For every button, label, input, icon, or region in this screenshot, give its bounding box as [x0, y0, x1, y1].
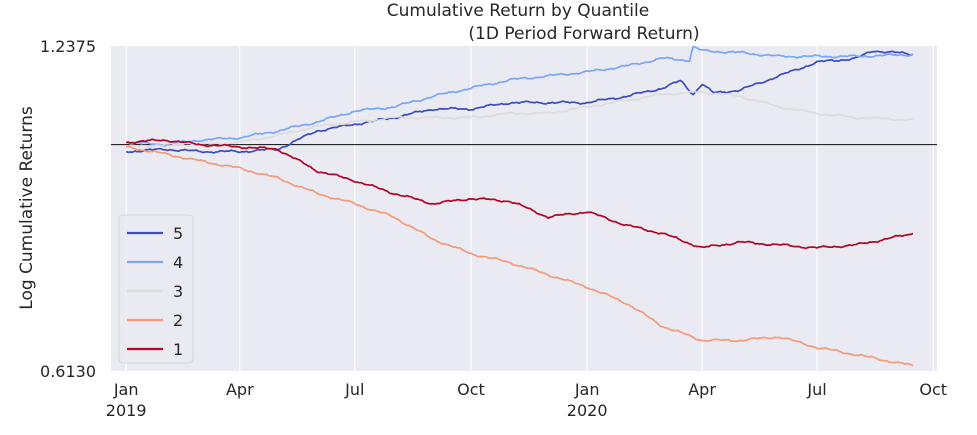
- legend-label-5: 5: [173, 224, 183, 243]
- gridlines: [125, 46, 934, 371]
- series-layer: [125, 45, 914, 367]
- series-line-1: [126, 138, 914, 250]
- legend-label-1: 1: [173, 340, 183, 359]
- x-tick-year-label: 2019: [106, 401, 147, 420]
- series-line-2: [126, 145, 914, 367]
- plot-area: [111, 46, 937, 371]
- y-axis-label: Log Cumulative Returns: [17, 106, 37, 310]
- y-tick-label: 1.2375: [40, 37, 96, 56]
- legend-box: [118, 214, 194, 364]
- x-tick-label: Jan: [113, 380, 139, 399]
- chart-subtitle: (1D Period Forward Return): [468, 24, 699, 44]
- x-tick-label: Jul: [344, 380, 364, 399]
- tick-labels: Jan 2019 Apr Jul Oct Jan 2020 Apr Jul Oct 1.2375 0.…: [40, 37, 947, 420]
- x-tick-label: Oct: [457, 380, 485, 399]
- x-tick-label: Oct: [919, 380, 947, 399]
- x-tick-year-label: 2020: [567, 401, 608, 420]
- legend-label-2: 2: [173, 311, 183, 330]
- y-tick-label: 0.6130: [40, 362, 96, 381]
- chart-title: Cumulative Return by Quantile: [387, 1, 649, 21]
- legend-label-3: 3: [173, 282, 183, 301]
- legend: 5 4 3 2 1: [118, 214, 194, 364]
- x-tick-label: Jul: [806, 380, 826, 399]
- series-line-5: [125, 50, 914, 154]
- x-tick-label: Jan: [574, 380, 600, 399]
- legend-label-4: 4: [173, 253, 183, 272]
- x-tick-label: Apr: [226, 380, 254, 399]
- series-line-3: [126, 90, 914, 148]
- x-tick-label: Apr: [688, 380, 716, 399]
- series-line-4: [125, 45, 914, 147]
